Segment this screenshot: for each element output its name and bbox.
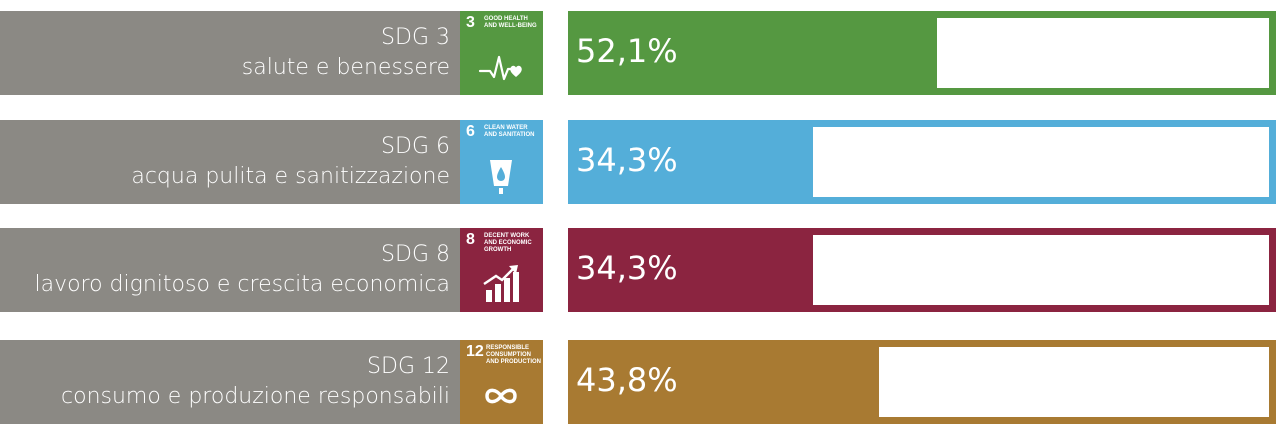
- bar-remainder: [813, 235, 1269, 305]
- heartbeat-icon: [478, 47, 524, 87]
- category-label-box: SDG 3 salute e benessere: [0, 11, 462, 95]
- sdg-tile-title: GOOD HEALTH AND WELL-BEING: [484, 16, 537, 29]
- sdg-tile-title: CLEAN WATER AND SANITATION: [484, 125, 535, 138]
- category-label-box: SDG 12 consumo e produzione responsabili: [0, 340, 462, 424]
- category-code: SDG 8: [381, 242, 450, 267]
- growth-chart-icon: [478, 264, 524, 304]
- bar-value-label: 34,3%: [576, 141, 678, 179]
- category-label: SDG 3 salute e benessere: [242, 23, 450, 83]
- sdg-tile: 12 RESPONSIBLE CONSUMPTION AND PRODUCTION: [460, 340, 543, 424]
- category-label: SDG 8 lavoro dignitoso e crescita economi…: [34, 240, 450, 300]
- bar-row: SDG 8 lavoro dignitoso e crescita economi…: [0, 228, 1280, 312]
- bar: 43,8%: [568, 340, 1276, 424]
- bar-remainder: [937, 18, 1269, 88]
- category-code: SDG 6: [381, 134, 450, 159]
- sdg-tile-number: 3: [466, 14, 475, 31]
- bar-row: SDG 6 acqua pulita e sanitizzazione 6 CLEAN…: [0, 120, 1280, 204]
- infinity-icon: [478, 376, 524, 416]
- category-description: salute e benessere: [241, 55, 450, 80]
- sdg-tile-number: 12: [466, 343, 484, 360]
- bar: 34,3%: [568, 120, 1276, 204]
- bar: 34,3%: [568, 228, 1276, 312]
- category-description: consumo e produzione responsabili: [61, 384, 450, 409]
- sdg-tile-number: 6: [466, 123, 475, 140]
- sdg-tile: 6 CLEAN WATER AND SANITATION: [460, 120, 543, 204]
- sdg-tile-title: DECENT WORK AND ECONOMIC GROWTH: [484, 233, 532, 253]
- category-label: SDG 12 consumo e produzione responsabili: [61, 352, 450, 412]
- bar-value-label: 34,3%: [576, 249, 678, 287]
- sdg-tile: 8 DECENT WORK AND ECONOMIC GROWTH: [460, 228, 543, 312]
- bar-row: SDG 3 salute e benessere 3 GOOD HEALTH AND …: [0, 11, 1280, 95]
- category-label: SDG 6 acqua pulita e sanitizzazione: [131, 132, 450, 192]
- category-label-box: SDG 6 acqua pulita e sanitizzazione: [0, 120, 462, 204]
- bar-row: SDG 12 consumo e produzione responsabili 1…: [0, 340, 1280, 424]
- bar: 52,1%: [568, 11, 1276, 95]
- water-glass-icon: [478, 156, 524, 196]
- category-code: SDG 3: [381, 25, 450, 50]
- sdg-tile: 3 GOOD HEALTH AND WELL-BEING: [460, 11, 543, 95]
- category-description: lavoro dignitoso e crescita economica: [34, 272, 450, 297]
- bar-value-label: 52,1%: [576, 32, 678, 70]
- category-code: SDG 12: [367, 354, 450, 379]
- category-label-box: SDG 8 lavoro dignitoso e crescita economi…: [0, 228, 462, 312]
- bar-remainder: [879, 347, 1269, 417]
- bar-remainder: [813, 127, 1269, 197]
- category-description: acqua pulita e sanitizzazione: [131, 164, 450, 189]
- sdg-tile-title: RESPONSIBLE CONSUMPTION AND PRODUCTION: [486, 345, 541, 365]
- bar-value-label: 43,8%: [576, 361, 678, 399]
- sdg-tile-number: 8: [466, 231, 475, 248]
